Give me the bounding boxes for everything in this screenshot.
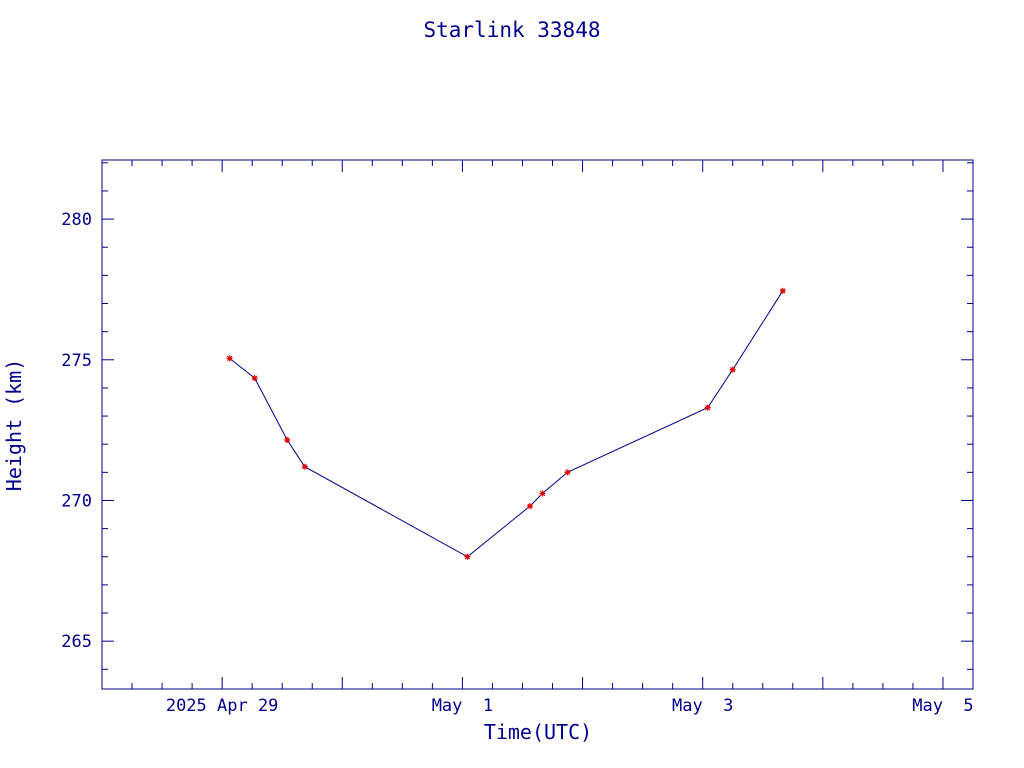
y-axis-label: Height (km)	[2, 359, 26, 491]
data-point	[729, 366, 736, 373]
series-line	[229, 290, 784, 558]
chart-title: Starlink 33848	[423, 18, 600, 42]
data-point	[564, 469, 571, 476]
data-point	[779, 287, 786, 294]
axis-ticks	[101, 160, 974, 689]
data-point	[284, 436, 291, 443]
y-tick-label: 280	[61, 210, 92, 230]
data-markers	[226, 287, 786, 560]
x-tick-labels: 2025 Apr 29 May 1 May 3 May 5	[166, 696, 974, 716]
y-tick-label: 275	[61, 351, 92, 371]
x-tick-label: May 1	[432, 696, 493, 716]
y-tick-label: 265	[61, 632, 92, 652]
y-tick-label: 270	[61, 491, 92, 511]
data-point	[539, 490, 546, 497]
data-point	[464, 553, 471, 560]
data-point	[704, 404, 711, 411]
x-tick-label: May 5	[912, 696, 973, 716]
data-point	[226, 355, 233, 362]
x-axis-label: Time(UTC)	[484, 720, 592, 744]
x-tick-label: 2025 Apr 29	[166, 696, 279, 716]
x-tick-label: May 3	[672, 696, 733, 716]
data-point	[251, 375, 258, 382]
plot-frame	[101, 159, 974, 690]
data-point	[301, 463, 308, 470]
data-point	[526, 503, 533, 510]
y-tick-labels: 265 270 275 280	[61, 210, 92, 652]
